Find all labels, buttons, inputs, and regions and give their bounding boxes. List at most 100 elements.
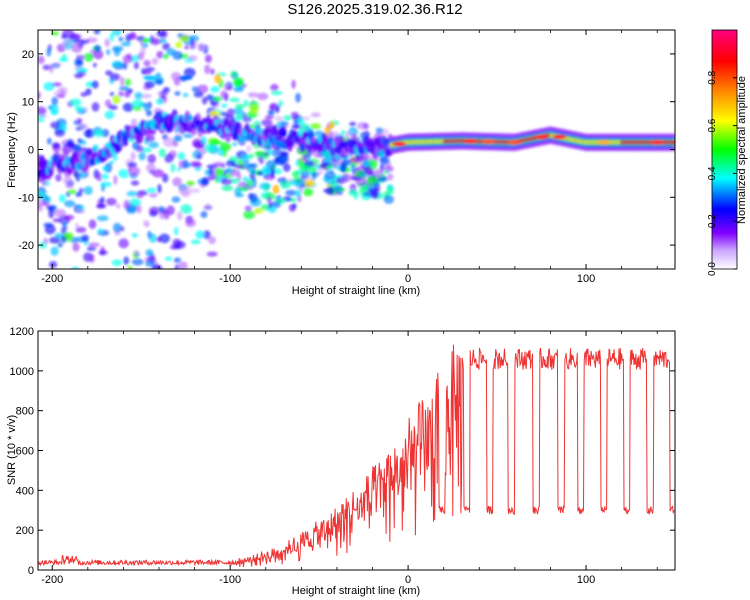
spectrogram-cell [54, 129, 66, 137]
spectrogram-cell [138, 152, 146, 161]
spectrogram-peak [534, 134, 549, 140]
spectrogram-cell [314, 130, 324, 137]
spectrogram-cell [143, 59, 151, 67]
spectrogram-cell [232, 107, 244, 115]
spectrogram-cell [200, 135, 207, 145]
spectrogram-cell [143, 219, 149, 226]
spectrogram-cell [62, 38, 72, 48]
spectrogram-cell [276, 198, 286, 204]
spectrogram-cell [162, 42, 171, 51]
spectrogram-cell [148, 192, 158, 198]
spectrogram-cell [233, 77, 244, 87]
spectrogram-cell [319, 163, 327, 169]
spectrogram-cell [206, 251, 218, 257]
spectrogram-cell [221, 177, 233, 186]
spectrogram-cell [176, 210, 183, 221]
spectrogram-ytick-label: 10 [22, 97, 34, 109]
spectrogram-cell [65, 183, 74, 189]
spectrogram-ylabel: Frequency (Hz) [6, 112, 18, 188]
spectrogram-cell [142, 69, 152, 76]
spectrogram-cell [384, 165, 394, 172]
spectrogram-cell [58, 57, 69, 63]
spectrogram-cell [129, 198, 142, 207]
spectrogram-cell [75, 223, 80, 228]
spectrogram-cell [133, 249, 140, 256]
spectrogram-cell [81, 67, 86, 73]
spectrogram-cell [126, 206, 137, 214]
spectrogram-cell [158, 206, 165, 212]
spectrogram-cell [353, 191, 358, 200]
spectrogram-cell [117, 91, 124, 97]
spectrogram-cell [375, 127, 384, 134]
spectrogram-cell [147, 153, 156, 164]
spectrogram-cell [109, 73, 121, 81]
spectrogram-cell [156, 50, 164, 59]
spectrogram-xlabel: Height of straight line (km) [292, 285, 420, 297]
spectrogram-cell [202, 230, 211, 240]
spectrogram-cell [221, 103, 228, 108]
spectrogram-cell [131, 258, 144, 266]
spectrogram-ridge [272, 124, 279, 137]
spectrogram-cell [77, 138, 83, 144]
spectrogram-cell [93, 30, 101, 35]
spectrogram-cell [109, 91, 115, 97]
spectrogram-peak [481, 139, 496, 144]
spectrogram-cell [120, 225, 125, 232]
spectrogram-cell [148, 206, 161, 215]
spectrogram-peak [463, 138, 478, 144]
spectrogram-cell [113, 175, 118, 185]
spectrogram-peak [507, 140, 522, 145]
spectrogram-cell [127, 166, 132, 173]
spectrogram-cell [249, 163, 258, 168]
spectrogram-cell [118, 168, 130, 179]
spectrogram-cell [104, 99, 112, 108]
spectrogram-cell [178, 159, 184, 170]
spectrogram-cell [134, 92, 143, 100]
spectrogram-cell [341, 173, 352, 183]
spectrogram-cell [97, 228, 103, 234]
spectrogram-cell [57, 242, 63, 248]
spectrogram-cell [159, 233, 170, 244]
spectrogram-cell [256, 171, 264, 176]
spectrogram-cell [279, 179, 291, 189]
snr-xtick-label: -200 [41, 574, 63, 586]
spectrogram-cell [108, 160, 114, 165]
spectrogram-cell [69, 33, 82, 39]
spectrogram-cell [195, 230, 205, 239]
spectrogram-cell [333, 185, 341, 192]
spectrogram-cell [259, 182, 272, 190]
spectrogram-cell [145, 249, 154, 257]
spectrogram-cell [212, 96, 223, 102]
spectrogram-cell [141, 37, 151, 43]
spectrogram-cell [226, 108, 235, 118]
spectrogram-cell [71, 42, 83, 53]
spectrogram-cell [213, 161, 225, 168]
spectrogram-cell [178, 186, 191, 196]
spectrogram-xtick-label: -200 [41, 273, 63, 285]
spectrogram-cell [96, 203, 106, 209]
spectrogram-cell [47, 105, 53, 110]
spectrogram-cell [102, 165, 110, 172]
spectrogram-cell [165, 256, 173, 262]
spectrogram-cell [54, 209, 67, 218]
spectrogram-cell [101, 173, 109, 180]
spectrogram-cell [313, 153, 323, 159]
spectrogram-cell [76, 208, 86, 214]
spectrogram-cell [310, 112, 321, 118]
spectrogram-cell [339, 162, 347, 173]
spectrogram-cell [93, 44, 102, 53]
spectrogram-cell [371, 182, 381, 187]
spectrogram-cell [91, 80, 99, 89]
spectrogram-cell [122, 102, 134, 112]
spectrogram-cell [295, 92, 301, 103]
spectrogram-cell [38, 203, 43, 212]
spectrogram-cell [210, 140, 223, 145]
spectrogram-cell [105, 70, 113, 76]
spectrogram-cell [237, 186, 249, 192]
spectrogram-cell [377, 176, 388, 183]
snr-ytick-label: 1000 [10, 366, 34, 378]
spectrogram-cell [270, 90, 283, 96]
spectrogram-cell [136, 203, 142, 214]
